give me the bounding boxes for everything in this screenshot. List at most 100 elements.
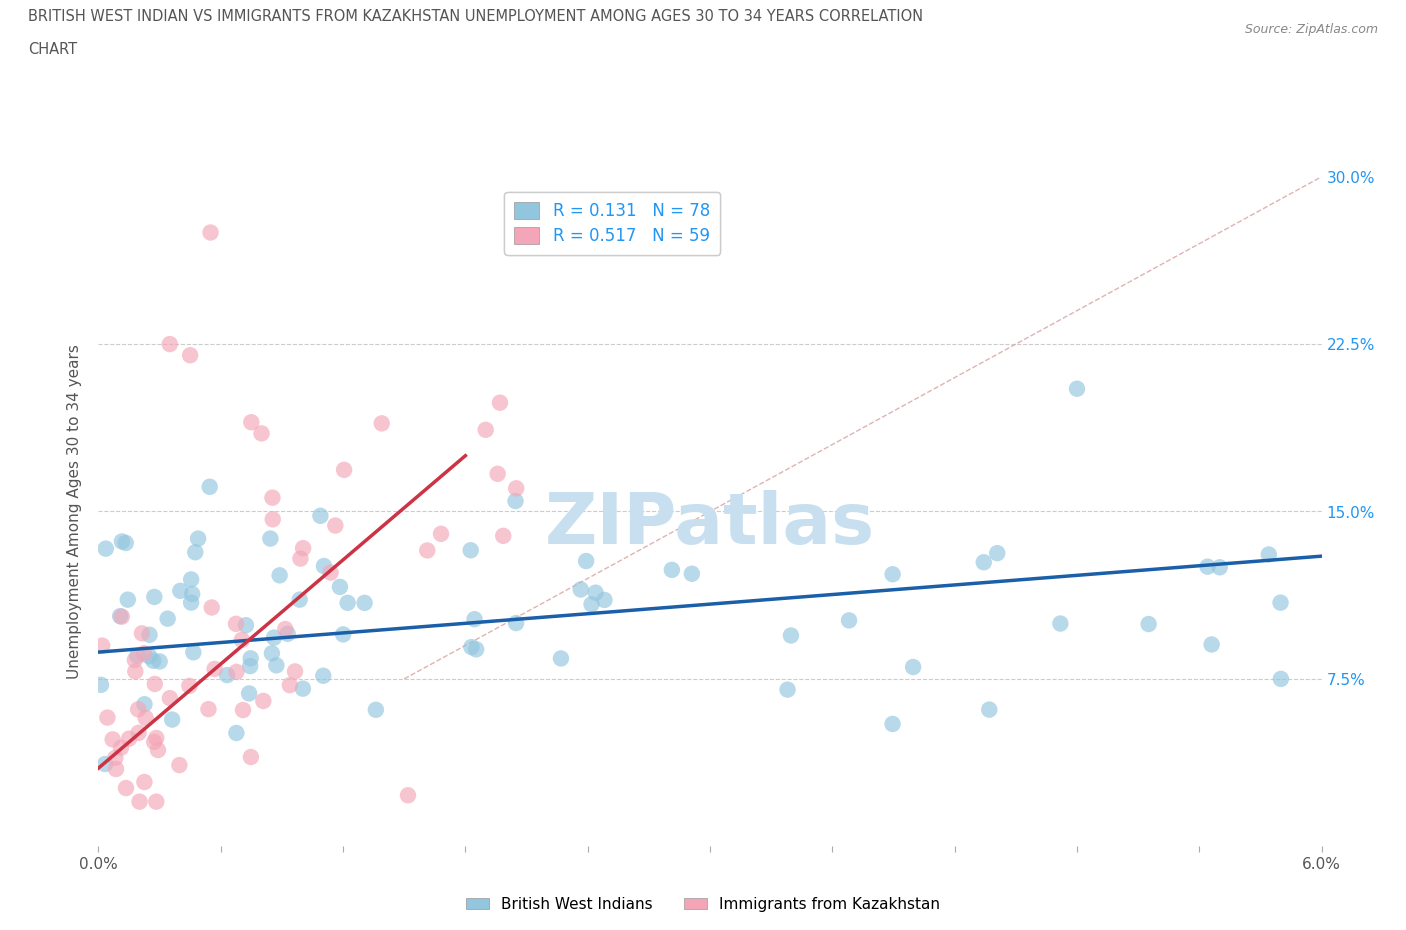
- Point: [979, 702, 1001, 717]
- Point: [231, 632, 253, 647]
- Point: [132, 645, 155, 660]
- Point: [277, 627, 299, 642]
- Point: [681, 566, 703, 581]
- Point: [312, 559, 335, 574]
- Point: [142, 653, 165, 668]
- Point: [263, 631, 285, 645]
- Point: [128, 725, 150, 740]
- Point: [90, 677, 112, 692]
- Point: [278, 678, 301, 693]
- Point: [882, 716, 904, 731]
- Point: [371, 416, 394, 431]
- Point: [134, 697, 156, 711]
- Point: [143, 735, 166, 750]
- Point: [104, 751, 127, 765]
- Text: ZIPatlas: ZIPatlas: [546, 490, 875, 559]
- Text: BRITISH WEST INDIAN VS IMMIGRANTS FROM KAZAKHSTAN UNEMPLOYMENT AMONG AGES 30 TO : BRITISH WEST INDIAN VS IMMIGRANTS FROM K…: [28, 9, 924, 24]
- Point: [416, 543, 439, 558]
- Point: [569, 582, 592, 597]
- Point: [179, 348, 201, 363]
- Point: [290, 551, 312, 566]
- Point: [101, 732, 124, 747]
- Point: [336, 595, 359, 610]
- Point: [187, 531, 209, 546]
- Point: [197, 702, 219, 717]
- Point: [329, 579, 352, 594]
- Point: [838, 613, 860, 628]
- Point: [585, 585, 607, 600]
- Point: [505, 616, 527, 631]
- Point: [269, 568, 291, 583]
- Point: [284, 664, 307, 679]
- Point: [1049, 616, 1071, 631]
- Point: [581, 597, 603, 612]
- Point: [138, 628, 160, 643]
- Point: [492, 528, 515, 543]
- Point: [149, 654, 172, 669]
- Point: [259, 531, 281, 546]
- Point: [115, 780, 138, 795]
- Point: [200, 225, 222, 240]
- Point: [124, 664, 146, 679]
- Point: [1270, 595, 1292, 610]
- Text: Source: ZipAtlas.com: Source: ZipAtlas.com: [1244, 23, 1378, 36]
- Point: [274, 621, 297, 636]
- Point: [396, 788, 419, 803]
- Point: [181, 587, 204, 602]
- Point: [238, 686, 260, 701]
- Point: [780, 628, 803, 643]
- Point: [575, 553, 598, 568]
- Point: [323, 518, 346, 533]
- Point: [474, 422, 496, 437]
- Point: [138, 649, 160, 664]
- Point: [489, 395, 512, 410]
- Point: [1270, 671, 1292, 686]
- Point: [505, 481, 527, 496]
- Point: [117, 592, 139, 607]
- Point: [239, 658, 262, 673]
- Point: [593, 592, 616, 607]
- Point: [1066, 381, 1088, 396]
- Point: [240, 415, 263, 430]
- Legend: R = 0.131   N = 78, R = 0.517   N = 59: R = 0.131 N = 78, R = 0.517 N = 59: [505, 192, 720, 255]
- Point: [1137, 617, 1160, 631]
- Point: [486, 466, 509, 481]
- Point: [143, 676, 166, 691]
- Point: [94, 541, 117, 556]
- Point: [96, 711, 118, 725]
- Point: [198, 479, 221, 494]
- Point: [124, 653, 146, 668]
- Point: [312, 669, 335, 684]
- Point: [460, 640, 482, 655]
- Point: [463, 612, 485, 627]
- Text: CHART: CHART: [28, 42, 77, 57]
- Point: [266, 658, 288, 672]
- Point: [159, 691, 181, 706]
- Point: [180, 572, 202, 587]
- Point: [430, 526, 453, 541]
- Point: [505, 494, 527, 509]
- Point: [225, 664, 247, 679]
- Point: [134, 775, 156, 790]
- Point: [239, 651, 262, 666]
- Point: [91, 638, 114, 653]
- Point: [353, 595, 375, 610]
- Point: [291, 681, 314, 696]
- Point: [550, 651, 572, 666]
- Point: [239, 750, 262, 764]
- Legend: British West Indians, Immigrants from Kazakhstan: British West Indians, Immigrants from Ka…: [460, 891, 946, 918]
- Point: [882, 566, 904, 581]
- Point: [973, 555, 995, 570]
- Point: [1197, 559, 1219, 574]
- Point: [262, 490, 284, 505]
- Point: [1257, 547, 1279, 562]
- Point: [225, 617, 247, 631]
- Point: [235, 618, 257, 632]
- Point: [131, 626, 153, 641]
- Point: [169, 758, 191, 773]
- Point: [127, 702, 149, 717]
- Point: [145, 794, 167, 809]
- Point: [661, 563, 683, 578]
- Point: [225, 725, 247, 740]
- Point: [179, 679, 201, 694]
